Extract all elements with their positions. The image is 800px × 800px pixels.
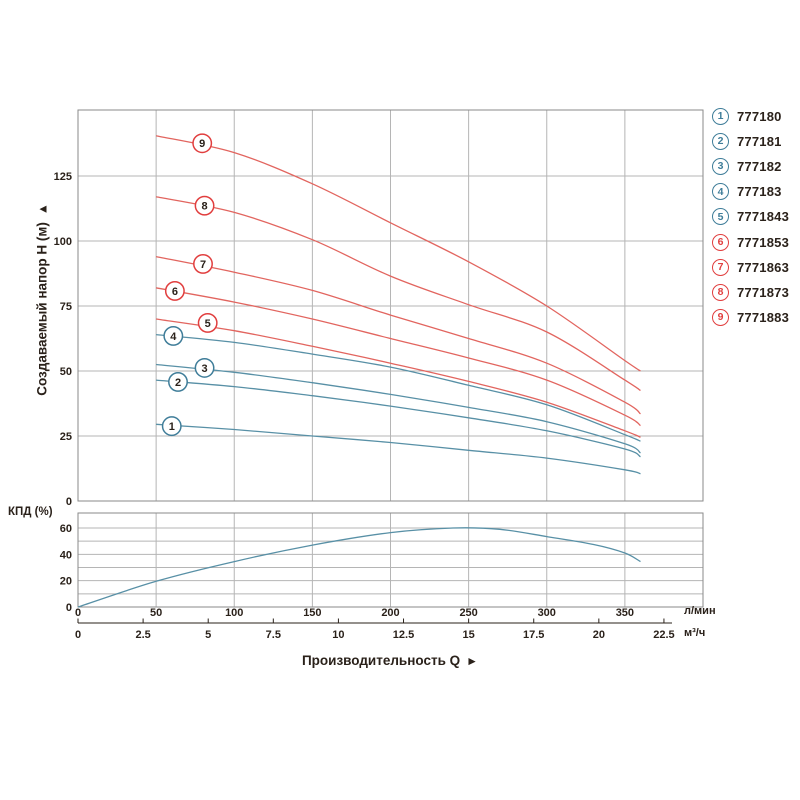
unit-lmin-label: л/мин xyxy=(684,605,716,617)
m3h-tick-label: 10 xyxy=(332,629,344,641)
efficiency-y-tick-label: 0 xyxy=(66,602,72,614)
legend-item-7771853: 6 7771853 xyxy=(712,229,789,254)
curve-label-number-4: 4 xyxy=(170,331,177,343)
efficiency-curve xyxy=(77,527,641,608)
efficiency-axis-label: КПД (%) xyxy=(8,506,53,518)
legend-model-number: 777183 xyxy=(737,184,782,200)
legend-model-number: 7771883 xyxy=(737,309,790,325)
curve-label-number-9: 9 xyxy=(199,138,205,150)
right-arrow-icon: ► xyxy=(466,654,479,668)
legend-item-7771843: 5 7771843 xyxy=(712,204,789,229)
efficiency-y-tick-label: 20 xyxy=(60,576,72,588)
m3h-tick-label: 15 xyxy=(463,629,475,641)
legend-circle-7: 7 xyxy=(712,258,729,276)
legend-circle-2: 2 xyxy=(712,133,729,151)
legend-circle-8: 8 xyxy=(712,283,729,301)
curve-label-number-7: 7 xyxy=(200,259,206,271)
efficiency-y-tick-label: 60 xyxy=(60,523,72,535)
m3h-tick-label: 17.5 xyxy=(523,629,544,641)
y-axis-title: Создаваемый напор Н (м) ▲ xyxy=(35,100,50,500)
lmin-tick-label: 100 xyxy=(225,607,243,619)
legend-model-number: 7771853 xyxy=(737,234,790,250)
head-curve-9 xyxy=(155,135,641,372)
legend-item-777182: 3 777182 xyxy=(712,154,789,179)
m3h-tick-label: 22.5 xyxy=(653,629,674,641)
curve-label-circle-9 xyxy=(192,133,213,154)
head-curve-8 xyxy=(155,196,641,392)
efficiency-panel-border xyxy=(77,512,704,608)
legend-model-number: 7771863 xyxy=(737,259,790,275)
curve-label-circle-5 xyxy=(197,312,218,333)
unit-m3h-label: м³/ч xyxy=(684,627,706,639)
head-curve-7 xyxy=(155,255,641,415)
m3h-tick-label: 2.5 xyxy=(135,629,150,641)
legend-model-number: 777182 xyxy=(737,159,782,175)
lmin-tick-label: 50 xyxy=(150,607,162,619)
lmin-tick-label: 300 xyxy=(538,607,556,619)
legend-item-777183: 4 777183 xyxy=(712,179,789,204)
curve-label-circle-1 xyxy=(161,416,182,437)
legend-item-777181: 2 777181 xyxy=(712,129,789,154)
head-curve-5 xyxy=(156,318,641,438)
head-y-tick-label: 0 xyxy=(66,496,72,508)
curve-label-number-3: 3 xyxy=(202,363,208,375)
legend-circle-1: 1 xyxy=(712,108,729,126)
curve-label-circle-6 xyxy=(164,280,185,301)
curve-label-number-6: 6 xyxy=(172,286,178,298)
m3h-tick-label: 0 xyxy=(75,629,81,641)
curve-label-circle-4 xyxy=(163,325,184,346)
head-curve-2 xyxy=(156,379,641,458)
m3h-tick-label: 12.5 xyxy=(393,629,414,641)
head-y-tick-label: 125 xyxy=(54,171,72,183)
curve-label-circle-7 xyxy=(193,253,213,274)
legend-circle-9: 9 xyxy=(712,308,729,326)
head-y-tick-label: 100 xyxy=(54,236,72,248)
legend-model-number: 777181 xyxy=(737,134,782,150)
legend-circle-6: 6 xyxy=(712,233,729,251)
curve-label-number-8: 8 xyxy=(202,201,208,213)
m3h-tick-label: 7.5 xyxy=(266,629,281,641)
legend-item-7771873: 8 7771873 xyxy=(712,280,789,305)
lmin-tick-label: 0 xyxy=(75,607,81,619)
legend-item-7771863: 7 7771863 xyxy=(712,255,789,280)
curve-label-number-2: 2 xyxy=(175,377,181,389)
legend-circle-5: 5 xyxy=(712,208,729,226)
head-curve-1 xyxy=(156,423,641,475)
x-axis-title: Производительность Q ► xyxy=(190,653,590,668)
head-curve-6 xyxy=(155,287,641,427)
head-y-tick-label: 75 xyxy=(60,301,72,313)
m3h-tick-label: 20 xyxy=(593,629,605,641)
lmin-tick-label: 150 xyxy=(303,607,321,619)
m3h-tick-label: 5 xyxy=(205,629,211,641)
legend-circle-3: 3 xyxy=(712,158,729,176)
legend-model-number: 7771873 xyxy=(737,284,790,300)
lmin-tick-label: 350 xyxy=(616,607,634,619)
head-curve-3 xyxy=(156,363,641,454)
curve-label-circle-8 xyxy=(194,195,215,216)
legend-model-number: 777180 xyxy=(737,109,782,125)
legend-item-777180: 1 777180 xyxy=(712,104,789,129)
head-y-tick-label: 50 xyxy=(60,366,72,378)
legend-item-7771883: 9 7771883 xyxy=(712,305,789,330)
y-axis-title-text: Создаваемый напор Н (м) xyxy=(34,222,50,396)
x-axis-title-text: Производительность Q xyxy=(301,653,461,668)
lmin-tick-label: 250 xyxy=(459,607,477,619)
curve-label-number-1: 1 xyxy=(169,421,175,433)
legend: 1 777180 2 777181 3 777182 4 777183 5 7771843 6 777… xyxy=(712,104,789,330)
lmin-tick-label: 200 xyxy=(381,607,399,619)
legend-model-number: 7771843 xyxy=(737,209,790,225)
head-y-tick-label: 25 xyxy=(60,431,72,443)
head-curve-4 xyxy=(156,333,641,442)
curve-label-circle-3 xyxy=(194,357,215,378)
efficiency-y-tick-label: 40 xyxy=(60,549,72,561)
up-arrow-icon: ▲ xyxy=(35,203,50,216)
head-panel-border xyxy=(77,109,704,502)
legend-circle-4: 4 xyxy=(712,183,729,201)
curve-label-circle-2 xyxy=(168,371,188,392)
curve-label-number-5: 5 xyxy=(205,318,211,330)
